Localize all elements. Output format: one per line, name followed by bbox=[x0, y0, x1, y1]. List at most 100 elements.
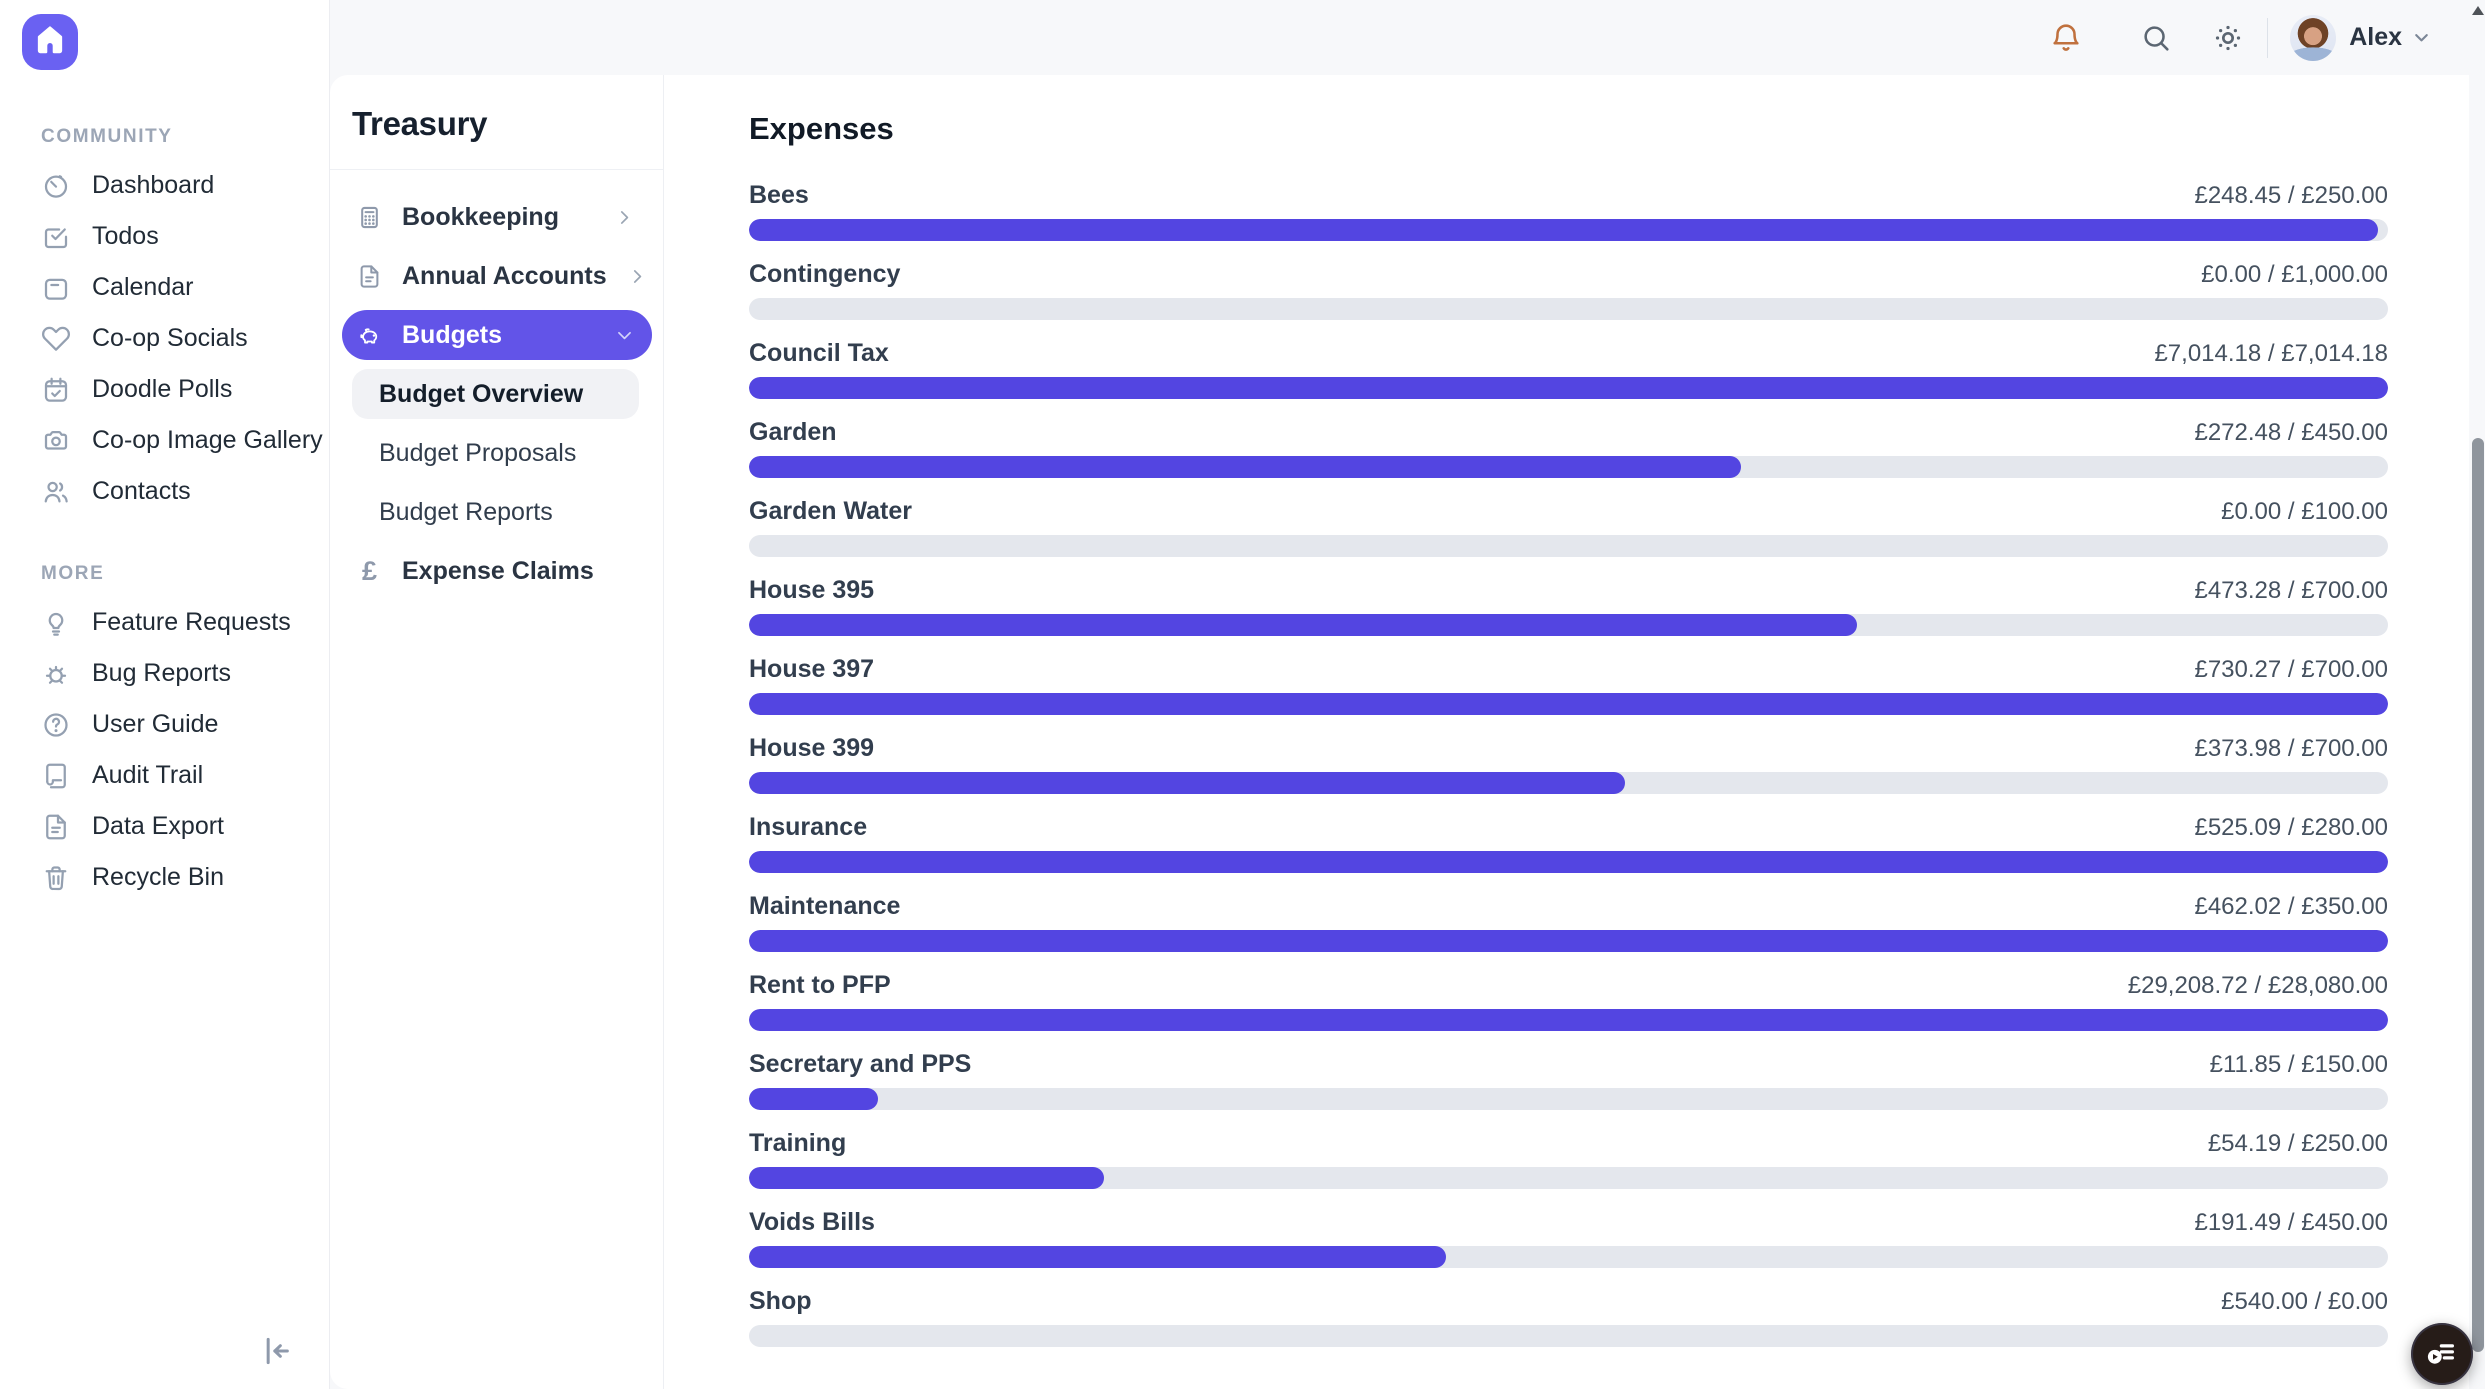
expense-row-header: House 399 £373.98 / £700.00 bbox=[749, 734, 2388, 763]
expense-row-training: Training £54.19 / £250.00 bbox=[749, 1129, 2388, 1189]
sidebar-nav: COMMUNITY Dashboard Todos Calendar Co-op Soc… bbox=[0, 126, 329, 903]
scroll-icon bbox=[41, 761, 71, 791]
expense-row-house-397: House 397 £730.27 / £700.00 bbox=[749, 655, 2388, 715]
sidebar-item-feature-requests[interactable]: Feature Requests bbox=[0, 597, 329, 648]
search-icon[interactable] bbox=[2139, 21, 2173, 55]
theme-toggle-sun-icon[interactable] bbox=[2211, 21, 2245, 55]
sidebar-item-co-op-image-gallery[interactable]: Co-op Image Gallery bbox=[0, 415, 329, 466]
expense-row-secretary-and-pps: Secretary and PPS £11.85 / £150.00 bbox=[749, 1050, 2388, 1110]
sidebar-item-label: Doodle Polls bbox=[92, 375, 233, 403]
expense-row-insurance: Insurance £525.09 / £280.00 bbox=[749, 813, 2388, 873]
progress-bar-fill bbox=[749, 1088, 879, 1110]
collapse-sidebar-button[interactable] bbox=[254, 1331, 294, 1371]
sidebar-item-label: Bug Reports bbox=[92, 659, 231, 687]
sidebar-item-contacts[interactable]: Contacts bbox=[0, 466, 329, 517]
sidebar-item-label: Calendar bbox=[92, 273, 194, 301]
expense-row-header: Bees £248.45 / £250.00 bbox=[749, 181, 2388, 210]
heart-icon bbox=[41, 324, 71, 354]
sidebar-item-dashboard[interactable]: Dashboard bbox=[0, 160, 329, 211]
trash-icon bbox=[41, 863, 71, 893]
sidebar-item-recycle-bin[interactable]: Recycle Bin bbox=[0, 852, 329, 903]
topbar: Alex bbox=[330, 0, 2469, 75]
progress-bar-fill bbox=[749, 930, 2388, 952]
chevron-right-icon bbox=[626, 265, 649, 288]
expense-value: £730.27 / £700.00 bbox=[2194, 656, 2388, 683]
sidebar-item-label: Data Export bbox=[92, 812, 225, 840]
expense-label: Secretary and PPS bbox=[749, 1050, 972, 1078]
treasury-subitem-budget-overview[interactable]: Budget Overview bbox=[352, 369, 639, 419]
section-title: MORE bbox=[41, 563, 105, 584]
document-icon bbox=[356, 263, 383, 290]
todos-icon bbox=[41, 222, 71, 252]
expense-label: Maintenance bbox=[749, 892, 901, 920]
progress-bar-track bbox=[749, 1088, 2388, 1110]
expense-label: Contingency bbox=[749, 260, 901, 288]
expense-label: House 397 bbox=[749, 655, 875, 683]
dashboard-icon bbox=[41, 171, 71, 201]
sidebar-item-audit-trail[interactable]: Audit Trail bbox=[0, 750, 329, 801]
sidebar-item-label: Recycle Bin bbox=[92, 863, 224, 891]
expense-row-header: Garden £272.48 / £450.00 bbox=[749, 418, 2388, 447]
treasury-item-annual-accounts[interactable]: Annual Accounts bbox=[342, 251, 652, 301]
treasury-subitem-budget-reports[interactable]: Budget Reports bbox=[352, 487, 639, 537]
expense-value: £191.49 / £450.00 bbox=[2194, 1209, 2388, 1236]
sidebar-item-label: Co-op Image Gallery bbox=[92, 426, 323, 454]
progress-bar-track bbox=[749, 693, 2388, 715]
treasury-subitem-budget-proposals[interactable]: Budget Proposals bbox=[352, 428, 639, 478]
expense-label: House 395 bbox=[749, 576, 875, 604]
bug-icon bbox=[41, 659, 71, 689]
chevron-down-icon[interactable] bbox=[2410, 26, 2433, 49]
sidebar-item-calendar[interactable]: Calendar bbox=[0, 262, 329, 313]
page-title: Expenses bbox=[749, 111, 894, 146]
treasury-item-bookkeeping[interactable]: Bookkeeping bbox=[342, 192, 652, 242]
progress-bar-track bbox=[749, 298, 2388, 320]
treasury-item-budgets[interactable]: Budgets bbox=[342, 310, 652, 360]
progress-bar-track bbox=[749, 535, 2388, 557]
expense-label: Council Tax bbox=[749, 339, 889, 367]
notifications-bell-icon[interactable] bbox=[2049, 21, 2083, 55]
expense-row-house-395: House 395 £473.28 / £700.00 bbox=[749, 576, 2388, 636]
expense-row-header: Garden Water £0.00 / £100.00 bbox=[749, 497, 2388, 526]
scrollbar-up-arrow[interactable] bbox=[2472, 6, 2484, 15]
expense-value: £473.28 / £700.00 bbox=[2194, 577, 2388, 604]
expense-value: £11.85 / £150.00 bbox=[2209, 1051, 2388, 1078]
user-menu-name[interactable]: Alex bbox=[2349, 23, 2402, 51]
expense-value: £54.19 / £250.00 bbox=[2207, 1130, 2388, 1157]
expense-label: Training bbox=[749, 1129, 847, 1157]
sidebar-item-todos[interactable]: Todos bbox=[0, 211, 329, 262]
sidebar-item-user-guide[interactable]: User Guide bbox=[0, 699, 329, 750]
treasury-panel: Treasury Bookkeeping Annual Accounts Budge… bbox=[330, 75, 664, 1389]
sidebar-item-doodle-polls[interactable]: Doodle Polls bbox=[0, 364, 329, 415]
sidebar-item-data-export[interactable]: Data Export bbox=[0, 801, 329, 852]
expense-rows: Bees £248.45 / £250.00 Contingency £0.00 / … bbox=[749, 181, 2388, 1347]
app-logo[interactable] bbox=[22, 14, 78, 70]
treasury-item-label: Expense Claims bbox=[402, 556, 594, 585]
progress-bar-fill bbox=[749, 851, 2388, 873]
floating-widget-button[interactable] bbox=[2411, 1323, 2473, 1385]
progress-bar-fill bbox=[749, 1167, 1105, 1189]
treasury-divider bbox=[330, 169, 663, 170]
expense-value: £0.00 / £1,000.00 bbox=[2201, 261, 2388, 288]
progress-bar-fill bbox=[749, 377, 2388, 399]
lightbulb-icon bbox=[41, 608, 71, 638]
progress-bar-track bbox=[749, 456, 2388, 478]
sidebar-item-label: Contacts bbox=[92, 477, 191, 505]
sidebar-item-label: User Guide bbox=[92, 710, 219, 738]
sidebar-item-label: Co-op Socials bbox=[92, 324, 248, 352]
chevron-right-icon bbox=[613, 206, 636, 229]
sidebar-item-co-op-socials[interactable]: Co-op Socials bbox=[0, 313, 329, 364]
treasury-item-expense-claims[interactable]: £ Expense Claims bbox=[342, 546, 652, 596]
expense-row-header: House 395 £473.28 / £700.00 bbox=[749, 576, 2388, 605]
progress-bar-track bbox=[749, 1009, 2388, 1031]
calendar-check-icon bbox=[41, 375, 71, 405]
sidebar-item-bug-reports[interactable]: Bug Reports bbox=[0, 648, 329, 699]
progress-bar-fill bbox=[749, 693, 2388, 715]
scrollbar-thumb[interactable] bbox=[2472, 438, 2484, 1352]
expense-row-header: Maintenance £462.02 / £350.00 bbox=[749, 892, 2388, 921]
progress-bar-track bbox=[749, 219, 2388, 241]
file-text-icon bbox=[41, 812, 71, 842]
avatar[interactable] bbox=[2290, 14, 2337, 61]
sidebar-section-more: MORE Feature Requests Bug Reports User Guid… bbox=[0, 563, 329, 903]
treasury-item-label: Budgets bbox=[402, 320, 502, 349]
expenses-section: Expenses Bees £248.45 / £250.00 Contingenc… bbox=[664, 75, 2469, 1389]
